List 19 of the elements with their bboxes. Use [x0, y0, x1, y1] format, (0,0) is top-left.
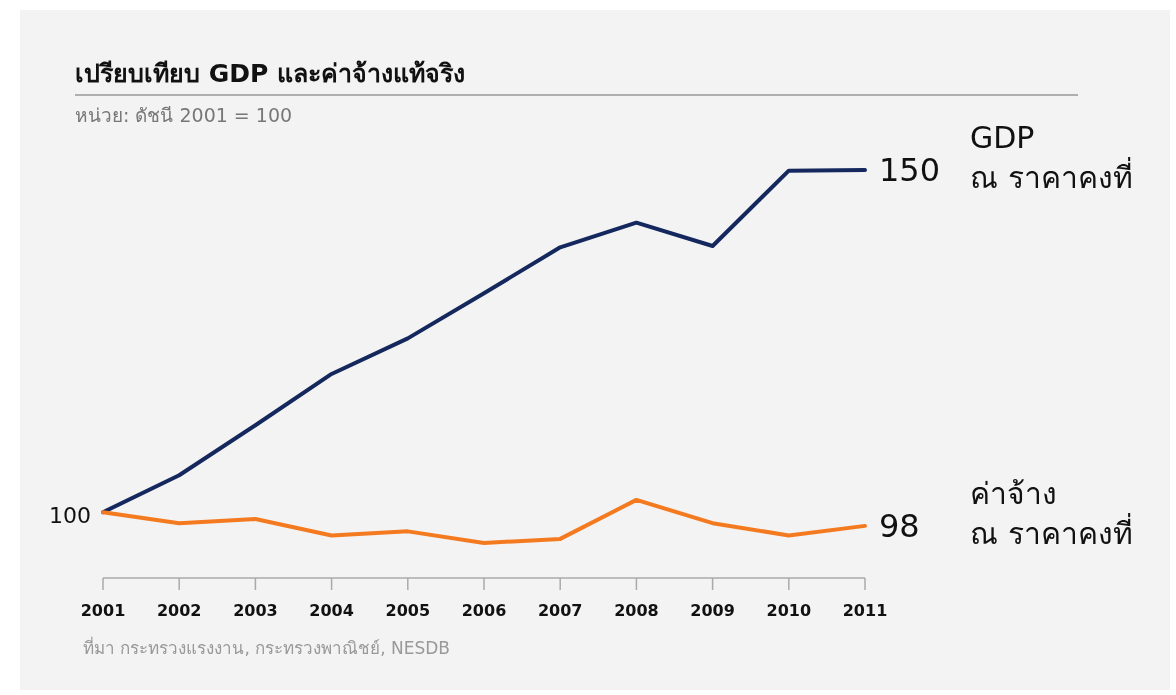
x-tick-label: 2002	[156, 601, 202, 620]
x-tick-label: 2007	[537, 601, 583, 620]
text: GDP ณ ราคาคงที่	[970, 120, 1133, 195]
x-tick-label: 2006	[461, 601, 507, 620]
data-label: 150	[879, 151, 941, 189]
data-label: 98	[879, 506, 920, 545]
x-tick-label: 2011	[842, 601, 888, 620]
text: ที่มา กระทรวงแรงงาน, กระทรวงพาณิชย์, NESDB	[83, 636, 451, 658]
chart-subtitle: หน่วย: ดัชนี 2001 = 100	[75, 104, 293, 126]
x-tick-label: 2009	[690, 601, 735, 620]
x-tick-label: 2003	[233, 601, 278, 620]
x-tick-label: 2010	[766, 601, 812, 620]
x-tick-label: 2001	[80, 601, 126, 620]
x-tick-label: 2008	[614, 601, 659, 620]
x-tick-label: 2005	[385, 601, 431, 620]
x-tick-label: 2004	[309, 601, 354, 620]
text: ค่าจ้าง ณ ราคาคงที่	[970, 475, 1133, 551]
chart-title: เปรียบเทียบ GDP และค่าจ้างแท้จริง	[75, 59, 466, 88]
data-label: 100	[49, 503, 91, 529]
